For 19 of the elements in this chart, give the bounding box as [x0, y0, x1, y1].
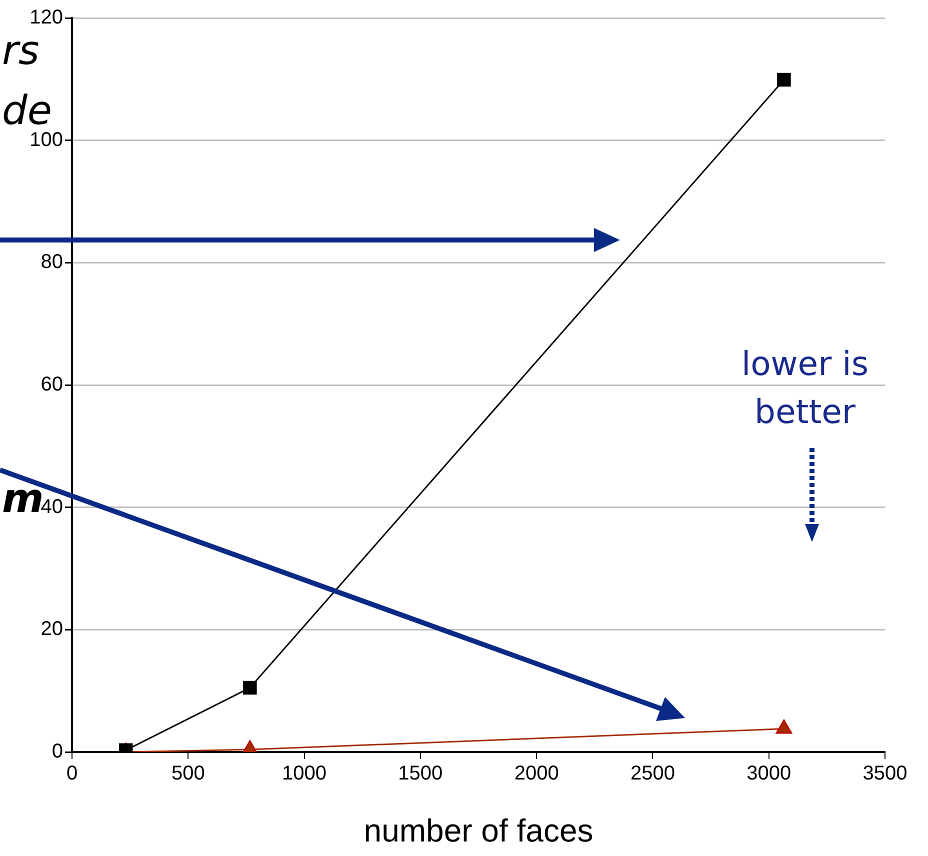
x-tick-label: 0 [66, 762, 78, 785]
y-tick-label: 120 [30, 6, 63, 29]
x-axis-title: number of faces [364, 812, 594, 849]
y-tick-label: 20 [40, 618, 63, 640]
x-tick-label: 2000 [514, 762, 559, 785]
y-tick-label: 60 [40, 374, 63, 396]
x-tick-label: 3500 [862, 762, 908, 785]
y-tick-label: 0 [52, 740, 63, 763]
x-tick-label: 2500 [630, 762, 675, 785]
y-tick-label: 40 [40, 496, 63, 518]
x-tick-label: 1000 [282, 762, 327, 785]
x-tick-label: 1500 [398, 762, 443, 785]
annotation: lower is better [740, 343, 870, 433]
x-tick-label: 500 [171, 762, 205, 785]
x-tick-label: 3000 [746, 762, 792, 785]
text: rs [2, 27, 40, 76]
point [777, 72, 791, 87]
y-tick-label: 80 [40, 251, 63, 274]
y-tick-label: 100 [30, 128, 63, 151]
